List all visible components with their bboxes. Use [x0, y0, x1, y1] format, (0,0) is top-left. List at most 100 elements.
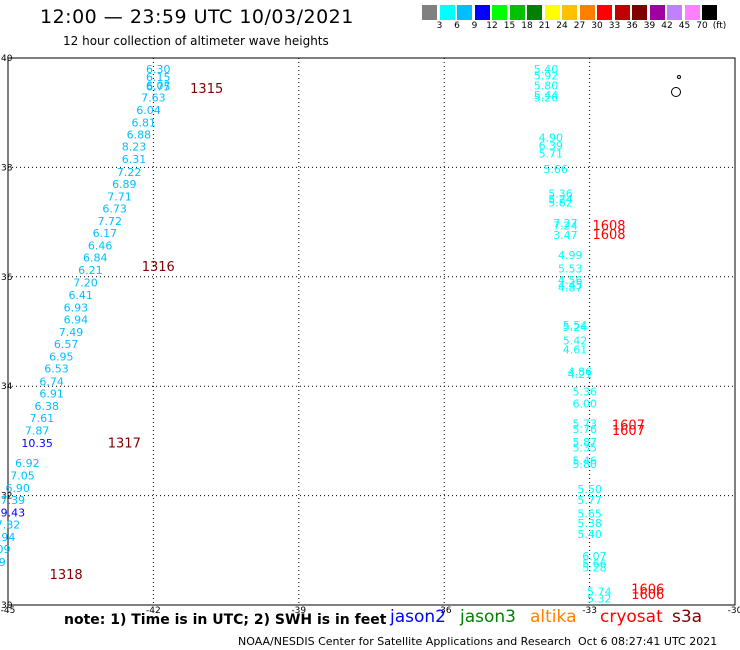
wave-height-value: 6.53: [44, 363, 69, 376]
island-outline: [677, 75, 681, 79]
wave-height-value: 6.38: [35, 400, 60, 413]
wave-height-value: 4.86: [568, 365, 593, 378]
wave-height-value: 6.81: [131, 117, 156, 130]
wave-height-value: 6.15: [146, 71, 171, 84]
wave-height-value: 7.20: [73, 276, 98, 289]
pass-time-label: 1608: [592, 228, 625, 243]
pass-time-label: 1317: [108, 437, 141, 452]
color-scale-swatch: [579, 5, 595, 20]
wave-height-value: 6.93: [64, 301, 89, 314]
wave-height-value: 6.00: [573, 398, 598, 411]
wave-height-value: 7.22: [117, 166, 142, 179]
color-scale-label: 24: [556, 21, 568, 31]
wave-height-value: 6.95: [49, 351, 74, 364]
wave-height-value: 7.87: [25, 425, 50, 438]
y-tick-label: 40: [1, 54, 13, 64]
wave-height-value: 5.66: [543, 163, 568, 176]
color-scale-swatch: [649, 5, 665, 20]
wave-height-value: 8.23: [122, 141, 147, 154]
pass-time-label: 1318: [50, 568, 83, 583]
x-tick-label: -42: [146, 606, 161, 616]
wave-height-value: 10.35: [21, 437, 53, 450]
x-tick-label: -45: [1, 606, 16, 616]
wave-height-value: 7.61: [30, 412, 55, 425]
wave-height-value: 7.39: [1, 494, 26, 507]
color-scale-label: 15: [503, 21, 516, 31]
x-tick-label: -36: [437, 606, 452, 616]
color-scale-swatch: [457, 5, 472, 20]
x-tick-label: -39: [291, 606, 306, 616]
color-scale-swatch: [667, 5, 682, 20]
color-scale-label: 39: [643, 21, 656, 31]
legend-s3a: s3a: [672, 607, 703, 627]
pass-time-label: 1606: [631, 583, 664, 598]
map-frame: [7, 57, 736, 606]
wave-height-value: 7.71: [107, 190, 132, 203]
color-scale-label: 45: [678, 21, 691, 31]
wave-height-value: 8.36: [0, 568, 1, 581]
legend-jason2: jason2: [390, 607, 446, 627]
color-scale-label: 70: [696, 21, 708, 31]
color-scale-swatch: [509, 5, 525, 20]
wave-height-value: 6.04: [136, 104, 161, 117]
wave-height-value: 7.63: [141, 91, 166, 104]
color-scale-swatch: [614, 5, 630, 20]
wave-height-value: 5.35: [573, 441, 598, 454]
pass-time-label: 1606: [631, 588, 664, 603]
legend-altika: altika: [530, 607, 577, 627]
legend-jason3: jason3: [460, 607, 516, 627]
wave-height-value: 5.42: [563, 334, 588, 347]
wave-height-value: 5.24: [548, 193, 573, 206]
pass-time-label: 1316: [142, 260, 175, 275]
color-scale-swatch: [527, 5, 542, 20]
x-tick-label: -33: [582, 606, 597, 616]
y-tick-label: 32: [1, 492, 12, 502]
color-scale-label: 33: [608, 21, 621, 31]
wave-height-value: 5.92: [534, 70, 559, 83]
wave-height-value: 6.88: [127, 129, 152, 142]
wave-height-value: 6.94: [0, 531, 15, 544]
wave-height-value: 6.73: [102, 202, 127, 215]
wave-height-value: 7.82: [0, 519, 20, 532]
color-scale-label: 42: [661, 21, 673, 31]
color-scale-swatch: [562, 5, 577, 20]
color-scale-label: 36: [626, 21, 638, 31]
pass-time-label: 1607: [612, 418, 645, 433]
wave-height-value: 5.24: [563, 321, 588, 334]
color-scale-label: 3: [436, 21, 443, 31]
wave-height-value: 6.17: [93, 227, 118, 240]
color-scale-swatch: [632, 5, 647, 20]
wave-height-value: 5.87: [573, 436, 598, 449]
wave-height-value: 6.90: [5, 482, 30, 495]
y-tick-label: 34: [1, 382, 13, 392]
wave-height-value: 6.31: [122, 153, 147, 166]
wave-height-value: 5.46: [573, 455, 598, 468]
wave-height-value: 5.66: [582, 557, 607, 570]
wave-height-value: 5.76: [573, 423, 598, 436]
color-scale-swatch: [474, 5, 490, 20]
pass-time-label: 1315: [190, 82, 223, 97]
legend-cryosat: cryosat: [600, 607, 663, 627]
wave-height-value: 4.56: [558, 274, 583, 287]
color-scale-label: 18: [521, 21, 533, 31]
wave-height-value: 5.26: [534, 91, 559, 104]
color-scale-label: 27: [573, 21, 586, 31]
wave-height-value: 7.05: [10, 469, 35, 482]
wave-height-value: 5.44: [534, 89, 559, 102]
color-scale-label: 21: [538, 21, 551, 31]
wave-height-value: 4.21: [568, 368, 593, 381]
y-tick-label: 30: [1, 601, 13, 611]
wave-height-value: 6.21: [78, 264, 103, 277]
wave-height-value: 5.50: [577, 483, 602, 496]
wave-height-value: 5.73: [573, 417, 598, 430]
wave-height-value: 6.89: [0, 556, 6, 569]
wave-height-value: 8.09: [0, 543, 11, 556]
wave-height-value: 4.45: [558, 279, 583, 292]
wave-height-value: 5.53: [558, 263, 583, 276]
island-outline: [671, 87, 681, 97]
pass-time-label: 1607: [612, 424, 645, 439]
generation-timestamp: Oct 6 08:27:41 UTC 2021: [578, 635, 718, 648]
wave-height-value: 6.39: [539, 140, 564, 153]
wave-height-value: 5.32: [587, 592, 612, 605]
